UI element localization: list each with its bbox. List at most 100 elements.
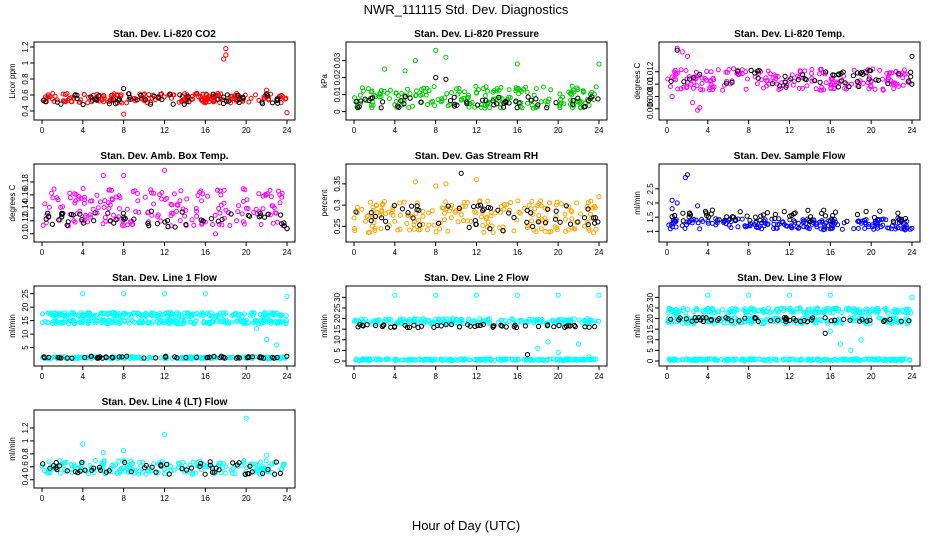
data-point (902, 67, 907, 73)
data-point (387, 87, 393, 93)
data-point (710, 310, 716, 316)
data-point (580, 88, 586, 94)
y-tick-label: 30 (646, 292, 655, 301)
data-point (240, 319, 246, 325)
data-point (108, 320, 114, 326)
reference-point (221, 94, 227, 100)
x-tick-label: 8 (746, 126, 751, 135)
data-point (54, 319, 60, 325)
data-point (800, 217, 806, 223)
data-point (465, 200, 470, 205)
reference-point (503, 324, 509, 330)
reference-point (846, 84, 852, 90)
data-point (40, 320, 45, 326)
reference-point (898, 318, 904, 324)
data-point (538, 226, 544, 232)
data-point (774, 357, 780, 363)
data-point (145, 319, 151, 325)
data-point (272, 210, 278, 216)
data-point (373, 202, 379, 208)
data-point (521, 356, 527, 362)
reference-point (533, 96, 539, 102)
data-point (813, 86, 819, 92)
data-point (585, 199, 591, 205)
reference-point (415, 324, 421, 331)
reference-point (54, 99, 61, 105)
data-point (106, 187, 112, 193)
data-point (158, 355, 164, 361)
data-point (699, 75, 705, 81)
data-point (358, 357, 364, 363)
data-point (111, 463, 117, 469)
reference-point (149, 464, 155, 470)
data-point (192, 470, 198, 476)
reference-point (407, 95, 413, 101)
data-point (574, 200, 579, 206)
data-point (480, 86, 486, 91)
data-point (536, 201, 542, 207)
data-point (109, 95, 115, 101)
reference-point (269, 354, 275, 360)
reference-point (528, 97, 535, 103)
y-axis-label: ml/min (8, 437, 17, 461)
reference-point (514, 105, 520, 111)
reference-point (174, 355, 180, 361)
data-point (899, 226, 905, 232)
data-point (210, 222, 216, 227)
data-point (149, 190, 155, 196)
data-point (892, 309, 898, 314)
x-tick-label: 8 (121, 372, 126, 381)
reference-point (411, 322, 417, 328)
data-point (397, 226, 403, 232)
data-point (426, 222, 432, 228)
data-point (855, 218, 861, 224)
data-point (81, 91, 87, 97)
outlier-point (674, 45, 680, 51)
data-point (862, 226, 868, 231)
data-point (42, 201, 48, 207)
reference-point (96, 464, 103, 470)
reference-point (506, 100, 512, 106)
y-tick-label: 0.35 (333, 176, 342, 192)
data-point (903, 310, 908, 316)
data-point (568, 89, 574, 95)
reference-point (832, 209, 839, 215)
data-point (161, 320, 167, 326)
data-point (532, 206, 538, 212)
outlier-point (555, 292, 561, 298)
reference-point (245, 471, 251, 477)
reference-point (791, 218, 797, 224)
reference-point (817, 79, 823, 85)
reference-point (895, 215, 901, 221)
data-point (867, 315, 873, 321)
data-point (144, 467, 150, 473)
y-tick-label: 0 (333, 358, 342, 363)
reference-point (841, 316, 847, 322)
data-point (845, 307, 851, 313)
data-point (203, 95, 208, 101)
data-point (754, 81, 760, 87)
reference-point (284, 353, 290, 359)
outlier-point (909, 53, 915, 59)
data-point (796, 85, 802, 91)
data-point (454, 316, 460, 322)
x-tick-label: 0 (352, 126, 357, 135)
reference-point (887, 317, 893, 323)
x-tick-label: 12 (160, 126, 169, 135)
data-point (720, 87, 726, 93)
data-point (748, 320, 754, 326)
reference-point (234, 462, 240, 468)
data-point (370, 204, 376, 210)
data-point (370, 215, 376, 221)
y-tick-label: 25 (21, 289, 30, 298)
data-point (507, 95, 513, 101)
data-point (684, 222, 689, 228)
y-tick-label: 1 (21, 60, 30, 65)
x-tick-label: 4 (393, 248, 398, 257)
x-tick-label: 24 (908, 248, 917, 257)
data-point (373, 356, 379, 362)
reference-point (905, 78, 912, 84)
data-point (85, 321, 91, 327)
data-point (204, 310, 210, 316)
